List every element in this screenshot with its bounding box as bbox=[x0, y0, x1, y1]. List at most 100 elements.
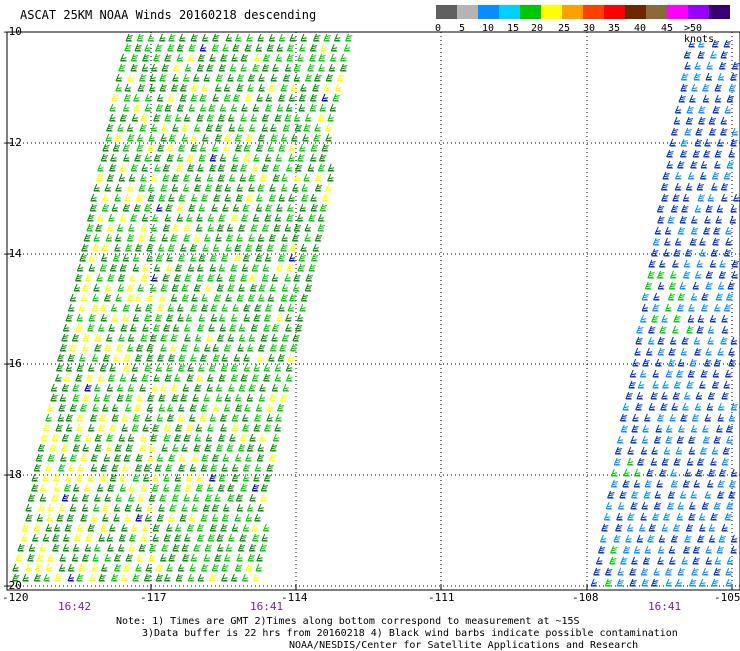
wind-barb bbox=[334, 83, 342, 92]
wind-barb bbox=[309, 53, 317, 62]
wind-barb bbox=[240, 273, 248, 282]
wind-barb bbox=[136, 143, 144, 152]
wind-barb bbox=[204, 493, 213, 502]
wind-barb bbox=[296, 213, 304, 222]
wind-barb bbox=[61, 383, 70, 392]
wind-barb bbox=[91, 353, 99, 362]
wind-barb bbox=[662, 171, 670, 180]
wind-barb bbox=[94, 493, 101, 502]
wind-barb bbox=[137, 283, 144, 292]
wind-barb bbox=[119, 483, 127, 492]
wind-barb bbox=[673, 248, 681, 257]
wind-barb bbox=[340, 63, 348, 72]
wind-barb bbox=[101, 243, 109, 252]
wind-barb bbox=[167, 243, 176, 252]
wind-barb bbox=[99, 263, 108, 272]
wind-barb bbox=[670, 270, 677, 279]
wind-barb bbox=[82, 333, 91, 342]
wind-barb bbox=[158, 393, 166, 402]
legend-swatch bbox=[604, 5, 625, 19]
wind-barb bbox=[241, 413, 249, 422]
wind-barb bbox=[656, 479, 663, 488]
wind-barb bbox=[310, 203, 318, 212]
wind-barb bbox=[199, 143, 207, 152]
wind-barb bbox=[255, 203, 263, 212]
wind-barb bbox=[127, 333, 135, 342]
legend-label: >50 knots bbox=[684, 23, 715, 45]
wind-barb bbox=[178, 143, 186, 152]
wind-barb bbox=[230, 103, 238, 112]
wind-barb bbox=[284, 113, 292, 122]
wind-barb bbox=[163, 433, 171, 442]
wind-barb bbox=[276, 103, 284, 112]
wind-barb bbox=[694, 204, 702, 213]
wind-barb bbox=[601, 523, 609, 532]
wind-barb bbox=[625, 391, 633, 400]
wind-barb bbox=[159, 33, 166, 42]
wind-barb bbox=[146, 343, 154, 352]
wind-barb bbox=[65, 413, 73, 422]
wind-barb bbox=[285, 323, 292, 332]
wind-barb bbox=[122, 303, 130, 312]
wind-barb bbox=[190, 33, 198, 42]
wind-barb bbox=[39, 543, 46, 552]
wind-barb bbox=[702, 435, 711, 444]
wind-barb bbox=[616, 512, 623, 521]
wind-barb bbox=[166, 403, 174, 412]
wind-barb bbox=[692, 545, 701, 554]
wind-barb bbox=[207, 423, 214, 432]
wind-barb bbox=[71, 333, 80, 342]
legend-label: 45 bbox=[660, 23, 674, 34]
wind-barb bbox=[704, 138, 711, 147]
wind-barb bbox=[271, 333, 278, 342]
wind-barb bbox=[216, 223, 225, 232]
wind-barb bbox=[687, 171, 695, 180]
wind-barb bbox=[700, 369, 708, 378]
wind-barb bbox=[683, 545, 691, 554]
wind-barb bbox=[705, 556, 712, 565]
wind-barb bbox=[617, 501, 625, 510]
wind-barb bbox=[148, 133, 155, 142]
wind-barb bbox=[642, 424, 649, 433]
wind-barb bbox=[264, 153, 272, 162]
wind-barb bbox=[62, 543, 70, 552]
wind-barb bbox=[211, 453, 220, 462]
wind-barb bbox=[650, 391, 658, 400]
wind-barb bbox=[67, 353, 75, 362]
wind-barb bbox=[140, 483, 148, 492]
wind-barb bbox=[648, 523, 656, 532]
wind-barb bbox=[217, 483, 226, 492]
wind-barb bbox=[155, 573, 163, 582]
wind-barb bbox=[166, 523, 173, 532]
wind-barb bbox=[150, 223, 158, 232]
wind-barb bbox=[199, 93, 207, 102]
wind-barb bbox=[130, 213, 138, 222]
wind-barb bbox=[678, 424, 685, 433]
wind-barb bbox=[719, 259, 726, 268]
wind-barb bbox=[319, 203, 328, 212]
legend-label: 20 bbox=[530, 23, 544, 34]
wind-barb bbox=[274, 363, 282, 372]
wind-barb bbox=[708, 534, 716, 543]
wind-barb bbox=[35, 563, 43, 572]
wind-barb bbox=[93, 393, 101, 402]
wind-barb bbox=[290, 343, 298, 352]
wind-barb bbox=[692, 149, 700, 158]
wind-barb bbox=[140, 173, 147, 182]
wind-barb bbox=[109, 103, 116, 112]
wind-barb bbox=[175, 573, 183, 582]
wind-barb bbox=[245, 513, 252, 522]
wind-barb bbox=[680, 138, 688, 147]
wind-barb bbox=[293, 273, 301, 282]
wind-barb bbox=[71, 553, 79, 562]
wind-barb bbox=[123, 453, 131, 462]
wind-barb bbox=[716, 204, 724, 213]
wind-barb bbox=[725, 578, 732, 587]
wind-barb bbox=[43, 573, 50, 582]
wind-barb bbox=[724, 369, 732, 378]
wind-barb bbox=[65, 473, 72, 482]
wind-barb bbox=[715, 215, 722, 224]
wind-barb bbox=[722, 446, 730, 455]
wind-barb bbox=[161, 543, 169, 552]
wind-barb bbox=[285, 313, 292, 322]
